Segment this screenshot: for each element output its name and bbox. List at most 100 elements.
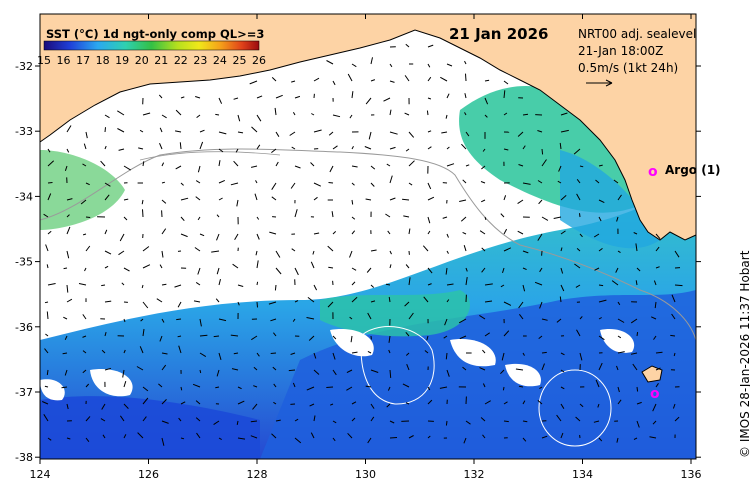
current-vector bbox=[332, 114, 341, 118]
current-vector bbox=[215, 386, 220, 389]
current-vector bbox=[161, 199, 167, 204]
current-vector bbox=[351, 401, 357, 405]
current-vector bbox=[617, 399, 622, 405]
current-vector bbox=[307, 297, 315, 303]
current-vector bbox=[233, 160, 239, 167]
current-vector bbox=[328, 182, 334, 184]
current-vector bbox=[427, 63, 431, 68]
current-vector bbox=[142, 301, 149, 309]
current-vector bbox=[501, 352, 505, 361]
current-vector bbox=[218, 278, 221, 286]
current-vector bbox=[139, 346, 144, 354]
current-vector bbox=[674, 284, 683, 287]
current-vector bbox=[503, 247, 512, 252]
argo-label: Argo (1) bbox=[665, 163, 721, 177]
current-vector bbox=[294, 437, 302, 444]
colorbar-tick-label: 25 bbox=[232, 54, 246, 67]
current-vector bbox=[579, 233, 583, 238]
current-vector bbox=[404, 112, 410, 116]
current-vector bbox=[539, 267, 543, 273]
current-vector bbox=[47, 437, 52, 441]
current-vector bbox=[180, 401, 186, 405]
current-vector bbox=[351, 199, 354, 205]
current-vector bbox=[308, 335, 315, 341]
current-vector bbox=[122, 369, 125, 378]
current-vector bbox=[351, 281, 356, 286]
current-vector bbox=[271, 433, 277, 439]
coastline bbox=[39, 29, 697, 241]
current-vector bbox=[123, 349, 126, 354]
latitude-tick-label: -36 bbox=[15, 321, 33, 334]
current-vector bbox=[158, 94, 163, 99]
current-vector bbox=[349, 114, 353, 119]
current-vector bbox=[653, 335, 657, 340]
current-vector bbox=[655, 266, 660, 269]
current-vector bbox=[156, 298, 163, 303]
current-vector bbox=[332, 352, 336, 360]
current-vector bbox=[368, 131, 372, 140]
current-vector bbox=[218, 148, 224, 153]
vector-scale-label: 0.5m/s (1kt 24h) bbox=[578, 61, 679, 75]
current-vector bbox=[310, 162, 315, 167]
current-vector bbox=[389, 420, 395, 424]
current-vector bbox=[387, 386, 391, 391]
current-vector bbox=[406, 364, 410, 371]
current-vector bbox=[440, 76, 448, 82]
current-vector bbox=[541, 318, 548, 321]
current-vector bbox=[408, 131, 415, 138]
current-vector bbox=[426, 110, 429, 116]
current-vector bbox=[465, 420, 471, 425]
current-vector bbox=[313, 369, 320, 375]
current-vector bbox=[331, 211, 334, 218]
current-vector bbox=[83, 143, 87, 150]
current-vector bbox=[275, 267, 282, 275]
current-vector bbox=[518, 385, 524, 388]
current-vector bbox=[636, 267, 641, 272]
current-vector bbox=[522, 437, 527, 442]
current-vector bbox=[218, 197, 223, 201]
current-vector bbox=[576, 248, 581, 252]
current-vector bbox=[294, 418, 299, 422]
current-vector bbox=[85, 245, 91, 252]
current-vector bbox=[256, 216, 260, 220]
current-vector bbox=[503, 195, 507, 201]
current-vector bbox=[237, 400, 245, 405]
current-vector bbox=[82, 233, 87, 236]
current-vector bbox=[389, 80, 395, 83]
current-vector bbox=[427, 435, 431, 439]
current-vector bbox=[82, 369, 87, 374]
current-vector bbox=[119, 415, 125, 422]
current-vector bbox=[576, 329, 581, 337]
current-vector bbox=[522, 267, 527, 271]
current-vector bbox=[670, 334, 676, 337]
current-vector bbox=[180, 386, 183, 391]
current-vector bbox=[446, 93, 450, 99]
current-vector bbox=[522, 145, 526, 150]
current-vector bbox=[159, 335, 163, 342]
current-vector bbox=[484, 97, 489, 105]
current-vector bbox=[427, 44, 434, 48]
current-vector bbox=[598, 247, 603, 252]
current-vector bbox=[142, 264, 151, 269]
vector-scale-arrow bbox=[586, 79, 613, 87]
current-vector bbox=[328, 266, 334, 269]
current-vector bbox=[180, 233, 188, 238]
colorbar-tick-label: 23 bbox=[193, 54, 207, 67]
current-vector bbox=[461, 143, 467, 150]
current-vector bbox=[62, 352, 68, 355]
current-vector bbox=[117, 110, 125, 116]
current-vector bbox=[197, 165, 201, 173]
current-vector bbox=[503, 401, 508, 405]
current-vector bbox=[292, 382, 296, 388]
latitude-tick-label: -32 bbox=[15, 60, 33, 73]
current-vector bbox=[237, 301, 240, 306]
current-vector bbox=[367, 312, 372, 320]
colorbar-tick-label: 21 bbox=[154, 54, 168, 67]
current-vector bbox=[104, 367, 112, 371]
current-vector bbox=[256, 281, 259, 286]
current-vector bbox=[517, 230, 524, 235]
current-vector bbox=[175, 130, 182, 133]
current-vector bbox=[66, 437, 71, 440]
current-vector bbox=[522, 352, 525, 356]
colorbar-tick-label: 15 bbox=[37, 54, 51, 67]
